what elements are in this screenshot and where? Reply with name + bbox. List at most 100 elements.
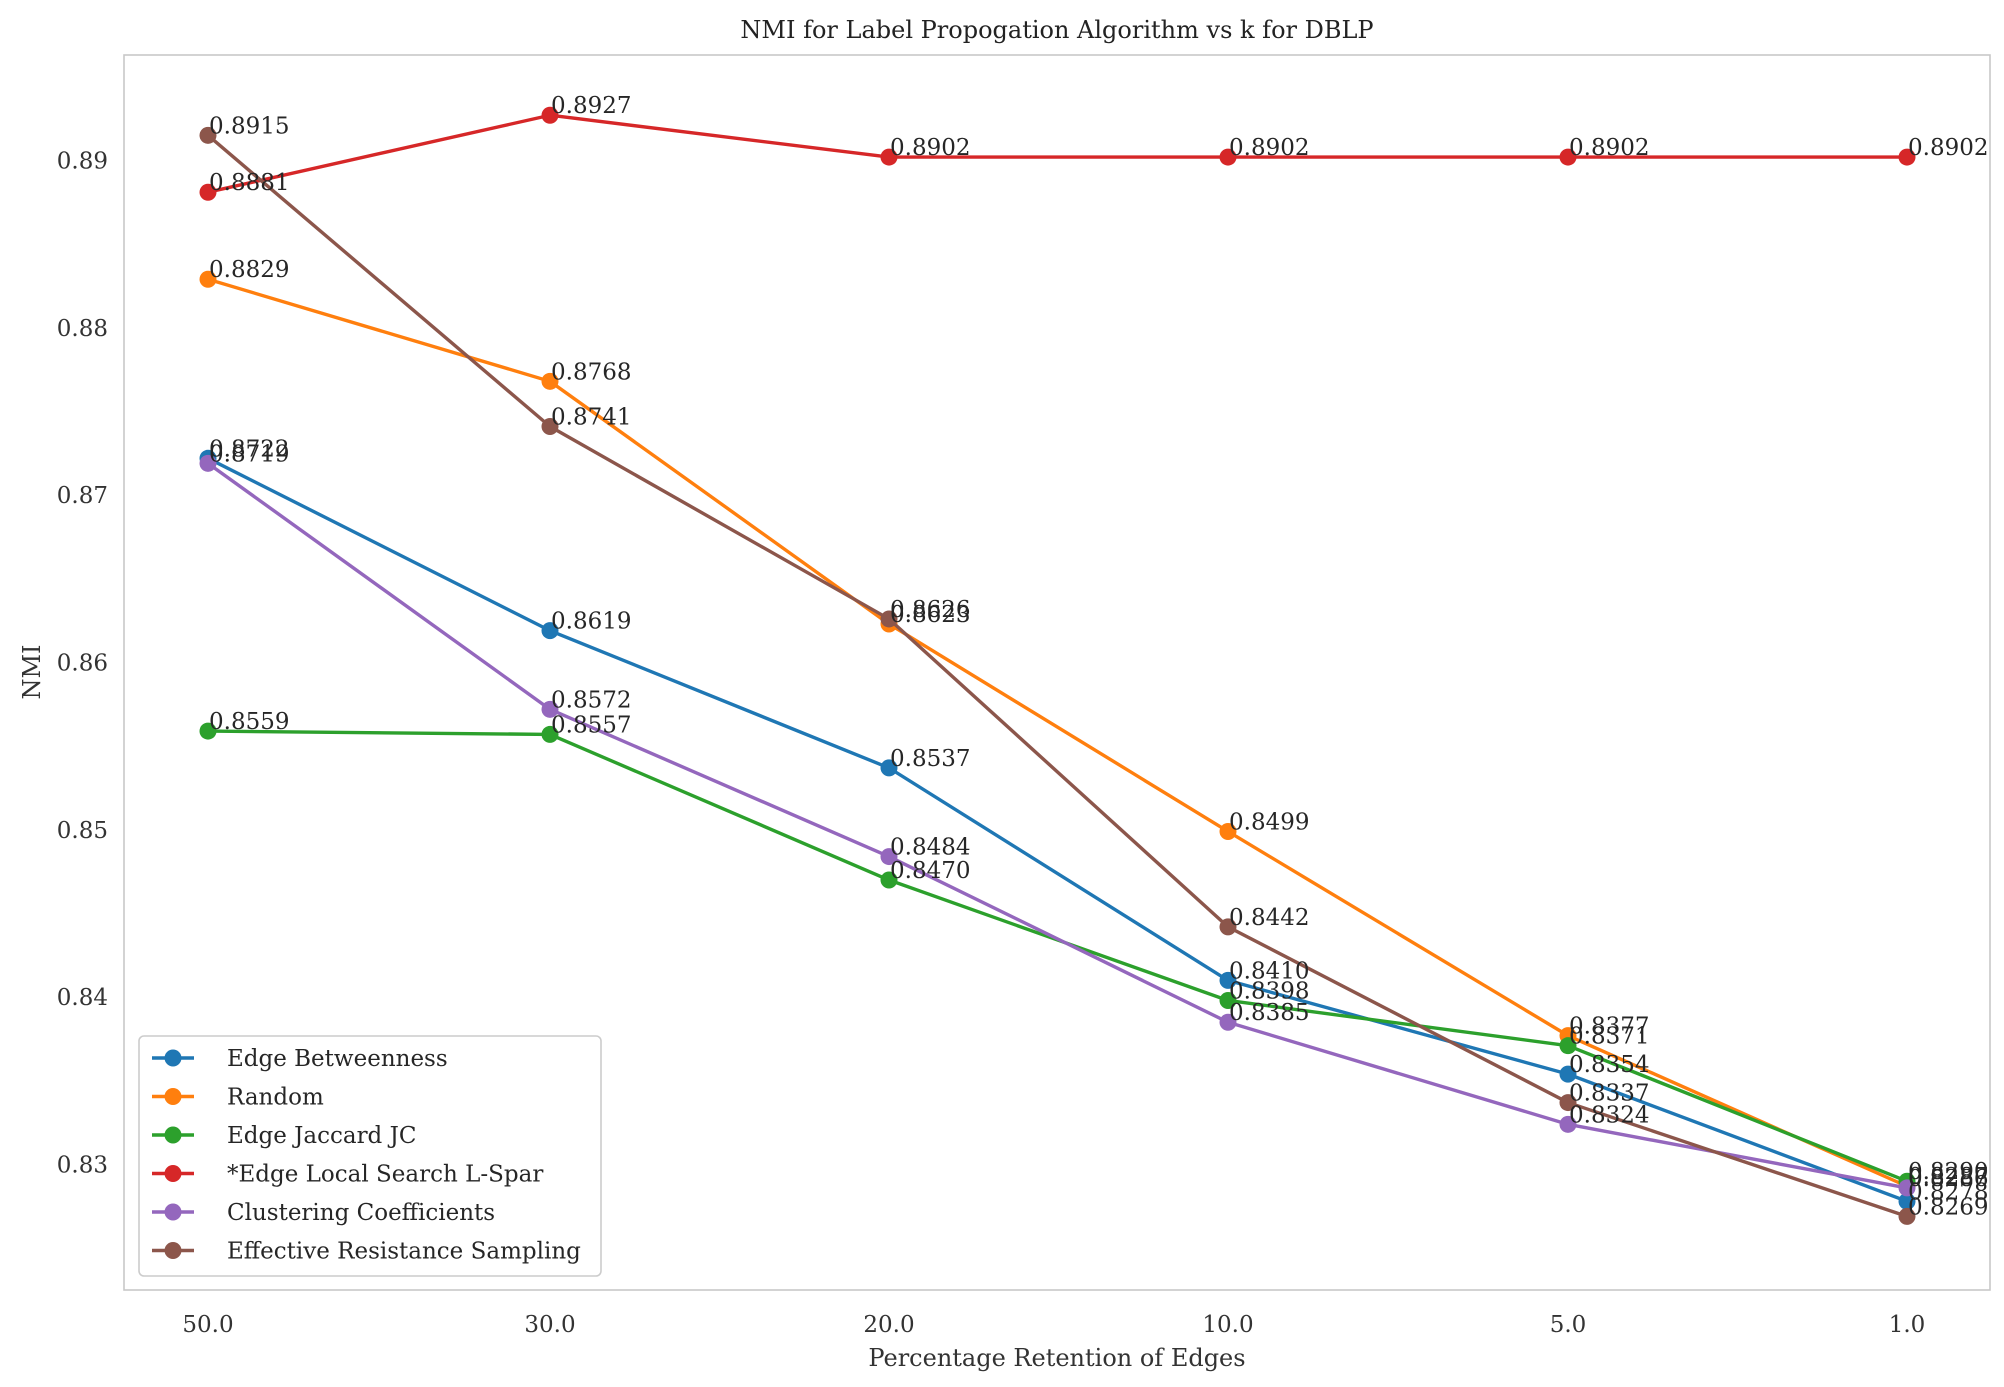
data-label: 0.8324 [1569, 1102, 1649, 1128]
series-line [206, 277, 1909, 1188]
y-axis-title: NMI [18, 644, 46, 699]
data-label: 0.8371 [1569, 1024, 1649, 1050]
x-tick-label: 20.0 [863, 1312, 914, 1338]
legend-marker [164, 1049, 182, 1067]
series-line [206, 133, 1909, 1219]
data-point [880, 848, 898, 866]
x-tick-label: 50.0 [182, 1312, 233, 1338]
data-point [1559, 1065, 1577, 1083]
data-point [1559, 148, 1577, 166]
legend-marker [164, 1165, 182, 1182]
legend-marker [164, 1088, 182, 1105]
data-point [541, 372, 559, 390]
data-label: 0.8927 [551, 93, 631, 119]
legend-marker [164, 1242, 182, 1259]
data-point [1898, 148, 1916, 166]
data-label: 0.8741 [551, 405, 631, 431]
data-label: 0.8768 [551, 359, 631, 385]
legend-item: Random [152, 1085, 324, 1111]
data-point [1898, 1192, 1916, 1210]
y-axis: 0.83 0.84 0.85 0.86 0.87 0.88 0.89 [57, 148, 108, 1178]
data-label: 0.8722 [209, 436, 289, 462]
data-label: 0.8377 [1569, 1014, 1649, 1040]
data-point [880, 148, 898, 166]
data-label: 0.8269 [1908, 1194, 1988, 1220]
legend-item: *Edge Local Search L-Spar [152, 1162, 543, 1188]
data-point [1219, 918, 1237, 936]
x-tick-label: 10.0 [1202, 1312, 1253, 1338]
data-point [1898, 1179, 1916, 1197]
data-label: 0.8442 [1229, 905, 1309, 931]
data-label: 0.8902 [1569, 135, 1649, 161]
data-label: 0.8290 [1908, 1159, 1988, 1185]
legend-label: Edge Jaccard JC [227, 1123, 416, 1149]
y-tick-label: 0.88 [57, 316, 108, 342]
data-point [1219, 991, 1237, 1009]
data-point [1219, 148, 1237, 166]
data-label: 0.8385 [1229, 1000, 1309, 1026]
data-label: 0.8337 [1569, 1081, 1649, 1107]
legend-item: Edge Betweenness [152, 1046, 448, 1072]
x-axis: 50.0 30.0 20.0 10.0 5.0 1.0 [182, 1312, 1925, 1338]
y-tick-label: 0.84 [57, 985, 108, 1011]
data-point [541, 418, 559, 435]
data-label: 0.8902 [890, 135, 970, 161]
legend-item: Edge Jaccard JC [152, 1123, 416, 1149]
data-label: 0.8915 [209, 113, 289, 139]
data-label: 0.8557 [551, 712, 631, 738]
data-label: 0.8484 [890, 835, 970, 861]
data-label: 0.8572 [551, 687, 631, 713]
data-label: 0.8623 [890, 602, 970, 628]
legend-marker [164, 1126, 182, 1144]
legend-label: Edge Betweenness [227, 1046, 448, 1072]
series-layer [199, 106, 1916, 1225]
series-line [206, 461, 1909, 1190]
x-tick-label: 30.0 [524, 1312, 575, 1338]
data-label: 0.8470 [890, 858, 970, 884]
data-point [541, 106, 559, 124]
chart-title: NMI for Label Propogation Algorithm vs k… [740, 16, 1373, 44]
series-line [206, 456, 1909, 1204]
series-line [206, 113, 1909, 194]
series-clustering-coefficients [199, 454, 1916, 1197]
data-point [880, 610, 898, 628]
x-tick-label: 1.0 [1889, 1312, 1926, 1338]
data-point [199, 183, 217, 201]
data-label: 0.8410 [1229, 958, 1309, 984]
legend-marker [164, 1203, 182, 1221]
legend-item: Effective Resistance Sampling [152, 1239, 581, 1265]
data-label: 0.8881 [209, 170, 289, 196]
data-point [1559, 1115, 1577, 1133]
data-label: 0.8719 [209, 441, 289, 467]
series-effective-resistance-sampling [199, 126, 1916, 1225]
data-point [880, 871, 898, 889]
data-point [1219, 822, 1237, 840]
data-label: 0.8626 [890, 597, 970, 623]
data-point [1219, 971, 1237, 989]
data-label: 0.8286 [1908, 1166, 1988, 1192]
legend-item: Clustering Coefficients [152, 1200, 495, 1226]
y-tick-label: 0.85 [57, 818, 108, 844]
y-tick-label: 0.87 [57, 483, 108, 509]
data-label: 0.8398 [1229, 978, 1309, 1004]
x-axis-title: Percentage Retention of Edges [868, 1344, 1245, 1372]
legend-label: Clustering Coefficients [227, 1200, 495, 1226]
legend-label: Random [227, 1085, 324, 1111]
data-label: 0.8354 [1569, 1052, 1649, 1078]
data-label: 0.8537 [890, 746, 970, 772]
data-point [199, 126, 217, 144]
data-point [1559, 1094, 1577, 1112]
legend-label: Effective Resistance Sampling [227, 1239, 581, 1265]
data-label: 0.8902 [1908, 135, 1988, 161]
legend-box [138, 1035, 602, 1277]
data-point [1559, 1037, 1577, 1055]
data-label: 0.8619 [551, 609, 631, 635]
data-point [541, 700, 559, 718]
legend: Edge Betweenness Random Edge Jaccard JC *Ed… [138, 1035, 602, 1277]
y-tick-label: 0.89 [57, 148, 108, 174]
data-label: 0.8287 [1908, 1164, 1988, 1190]
y-tick-label: 0.86 [57, 650, 108, 676]
data-labels-layer: 0.8722 0.8619 0.8537 0.8410 0.8354 0.8278 0.88… [209, 93, 1988, 1220]
